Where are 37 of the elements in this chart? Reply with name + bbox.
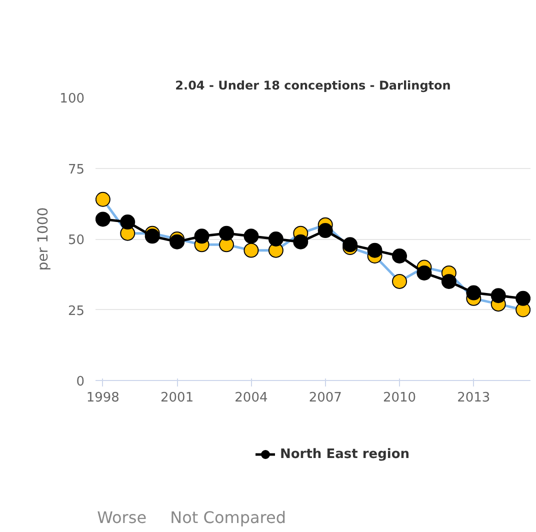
point xyxy=(96,192,110,207)
x-tick-label: 2013 xyxy=(457,390,490,406)
y-tick-label: 0 xyxy=(76,374,85,390)
point xyxy=(466,285,482,300)
chart-title: 2.04 - Under 18 conceptions - Darlington xyxy=(175,78,451,92)
point xyxy=(170,234,185,250)
point xyxy=(144,228,160,244)
point xyxy=(244,228,259,244)
y-tick-label: 25 xyxy=(68,304,85,319)
point xyxy=(516,290,530,306)
y-tick-label: 100 xyxy=(60,92,85,106)
point xyxy=(194,228,210,244)
point xyxy=(490,288,506,304)
text: Not Compared xyxy=(170,508,286,527)
y-tick-label: 50 xyxy=(68,233,85,248)
y-axis-title: per 1000 xyxy=(36,207,52,271)
point xyxy=(96,212,110,227)
point xyxy=(318,223,333,238)
x-tick-label: 2004 xyxy=(234,390,268,406)
point xyxy=(268,232,284,246)
legend-label: North East region xyxy=(280,446,410,462)
y-tick-label: 75 xyxy=(68,162,85,178)
point xyxy=(244,242,259,258)
x-tick-label: 2001 xyxy=(160,390,194,406)
x-tick-label: 2007 xyxy=(308,390,342,406)
point xyxy=(392,248,408,264)
point xyxy=(120,214,136,230)
point xyxy=(441,274,456,289)
x-tick-label: 2010 xyxy=(382,390,416,406)
point xyxy=(367,242,382,258)
x-tick-label: 1998 xyxy=(86,390,120,406)
point xyxy=(392,274,408,289)
point xyxy=(293,234,308,250)
text: Worse xyxy=(97,508,147,527)
point xyxy=(342,237,358,252)
point xyxy=(416,265,432,280)
point xyxy=(218,226,234,241)
